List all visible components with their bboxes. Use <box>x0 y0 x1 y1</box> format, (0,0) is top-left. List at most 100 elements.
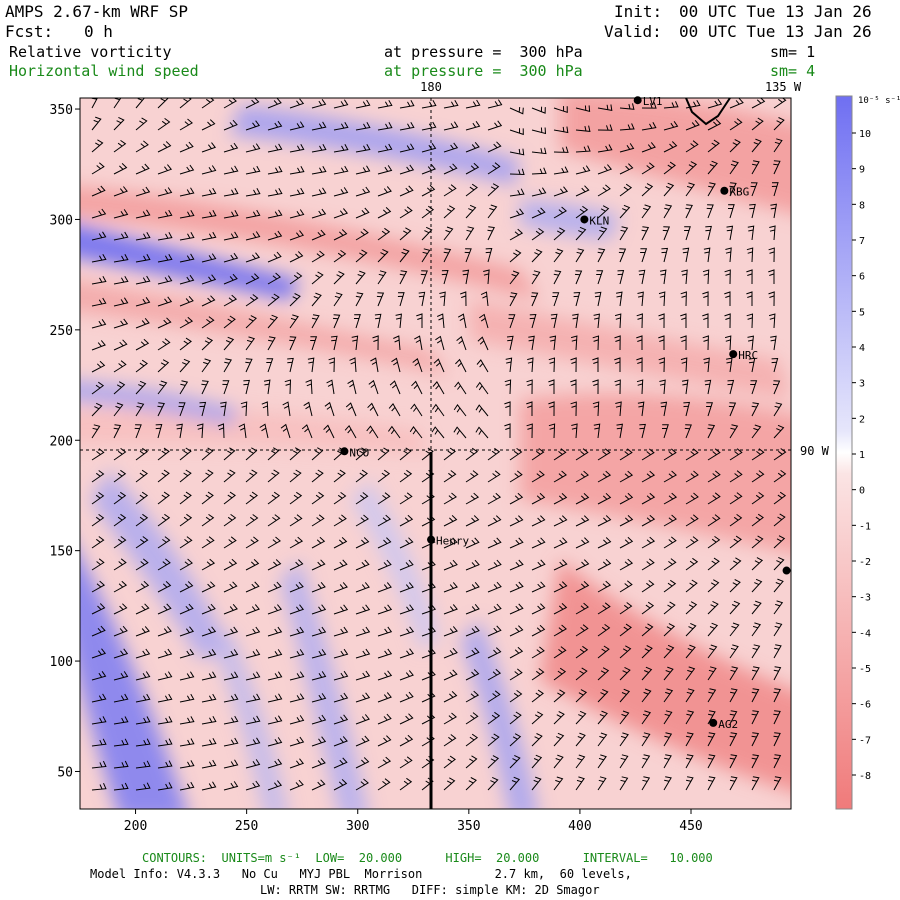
wind-barb <box>135 254 151 263</box>
wind-barb <box>685 514 699 527</box>
wind-barb <box>751 600 762 615</box>
wind-barb <box>399 492 413 505</box>
wind-barb <box>387 425 401 439</box>
wind-barb <box>773 732 781 747</box>
wind-barb <box>370 357 379 373</box>
wind-barb <box>707 98 723 109</box>
wind-barb <box>263 379 271 395</box>
wind-barb <box>465 690 480 703</box>
wind-barb <box>773 710 781 725</box>
wind-barb <box>553 186 569 197</box>
wind-barb <box>751 644 761 659</box>
wind-barb <box>509 168 525 176</box>
wind-barb <box>487 162 501 175</box>
wind-barb <box>91 276 107 285</box>
wind-barb <box>684 424 692 439</box>
wind-barb <box>223 315 236 329</box>
wind-barb <box>399 537 414 549</box>
wind-barb <box>592 357 599 372</box>
wind-barb <box>311 99 327 109</box>
wind-barb <box>157 402 165 417</box>
wind-barb <box>443 447 456 461</box>
field1-level: at pressure = 300 hPa <box>384 43 583 61</box>
wind-barb <box>487 447 501 461</box>
wind-barb <box>465 559 480 571</box>
wind-barbs <box>91 98 787 791</box>
wind-barb <box>597 104 613 112</box>
wind-barb <box>553 248 564 263</box>
wind-barb <box>201 253 217 263</box>
wind-barb <box>729 535 742 549</box>
wind-barb <box>553 126 569 134</box>
wind-barb <box>91 381 105 395</box>
wind-barb <box>179 274 195 285</box>
wind-barb <box>663 141 678 153</box>
wind-barb <box>333 559 348 571</box>
wind-barb <box>443 582 458 593</box>
wind-barb <box>592 401 600 417</box>
wind-barb <box>245 120 261 131</box>
wind-barb <box>410 403 423 417</box>
wind-barb <box>433 358 445 373</box>
wind-barb <box>575 754 586 769</box>
wind-barb <box>333 626 349 637</box>
wind-barb <box>443 142 459 153</box>
wind-barb <box>289 693 305 703</box>
wind-barb <box>282 401 291 417</box>
wind-barb <box>289 209 305 219</box>
wind-barb <box>267 314 279 329</box>
valid-time: 00 UTC Tue 13 Jan 26 <box>679 22 872 41</box>
wind-barb <box>113 116 125 131</box>
wind-barb <box>592 379 599 395</box>
wind-barb <box>289 272 303 285</box>
wind-barb <box>460 291 467 307</box>
wind-barb <box>729 98 744 109</box>
wind-barb <box>707 754 716 769</box>
wind-barb <box>663 182 675 197</box>
wind-barb <box>289 514 303 527</box>
model-info: Model Info: V4.3.3 No Cu MYJ PBL Morriso… <box>90 867 632 881</box>
wind-barb <box>751 578 763 593</box>
wind-barb <box>201 469 214 483</box>
wind-barb <box>289 671 305 681</box>
wind-barb <box>135 648 151 659</box>
wind-barb <box>399 648 415 659</box>
wind-barb <box>443 712 457 725</box>
wind-barb <box>223 119 238 131</box>
wind-barb <box>220 401 227 417</box>
wind-barb <box>685 776 694 791</box>
wind-barb <box>223 294 238 307</box>
wind-barb <box>91 162 105 175</box>
wind-barb <box>157 296 173 307</box>
wind-barb <box>509 148 525 156</box>
wind-barb <box>377 537 392 549</box>
wind-barb <box>575 185 590 197</box>
wind-barb <box>179 447 192 461</box>
wind-barb <box>333 187 349 197</box>
wind-barb <box>553 624 567 637</box>
wind-barb <box>303 401 313 417</box>
wind-barb <box>487 183 500 197</box>
wind-barb <box>724 269 731 285</box>
wind-barb <box>113 782 129 791</box>
wind-barb <box>311 736 327 747</box>
wind-barb <box>135 447 149 461</box>
wind-barb <box>289 469 302 483</box>
wind-barb <box>135 603 150 615</box>
wind-barb <box>639 423 646 439</box>
wind-barb <box>751 160 760 175</box>
wind-barb <box>414 335 423 351</box>
wind-barb <box>619 666 631 681</box>
colorbar-tick-label: -1 <box>859 521 871 532</box>
wind-barb <box>531 537 546 549</box>
wind-barb <box>570 335 578 351</box>
wind-barb <box>443 604 458 615</box>
wind-barb <box>135 469 148 483</box>
wind-barb <box>267 514 281 527</box>
colorbar-tick-label: 5 <box>859 307 865 318</box>
wind-barb <box>619 163 634 175</box>
wind-barb <box>355 626 371 637</box>
wind-barb <box>201 210 217 219</box>
wind-barb <box>729 139 741 153</box>
